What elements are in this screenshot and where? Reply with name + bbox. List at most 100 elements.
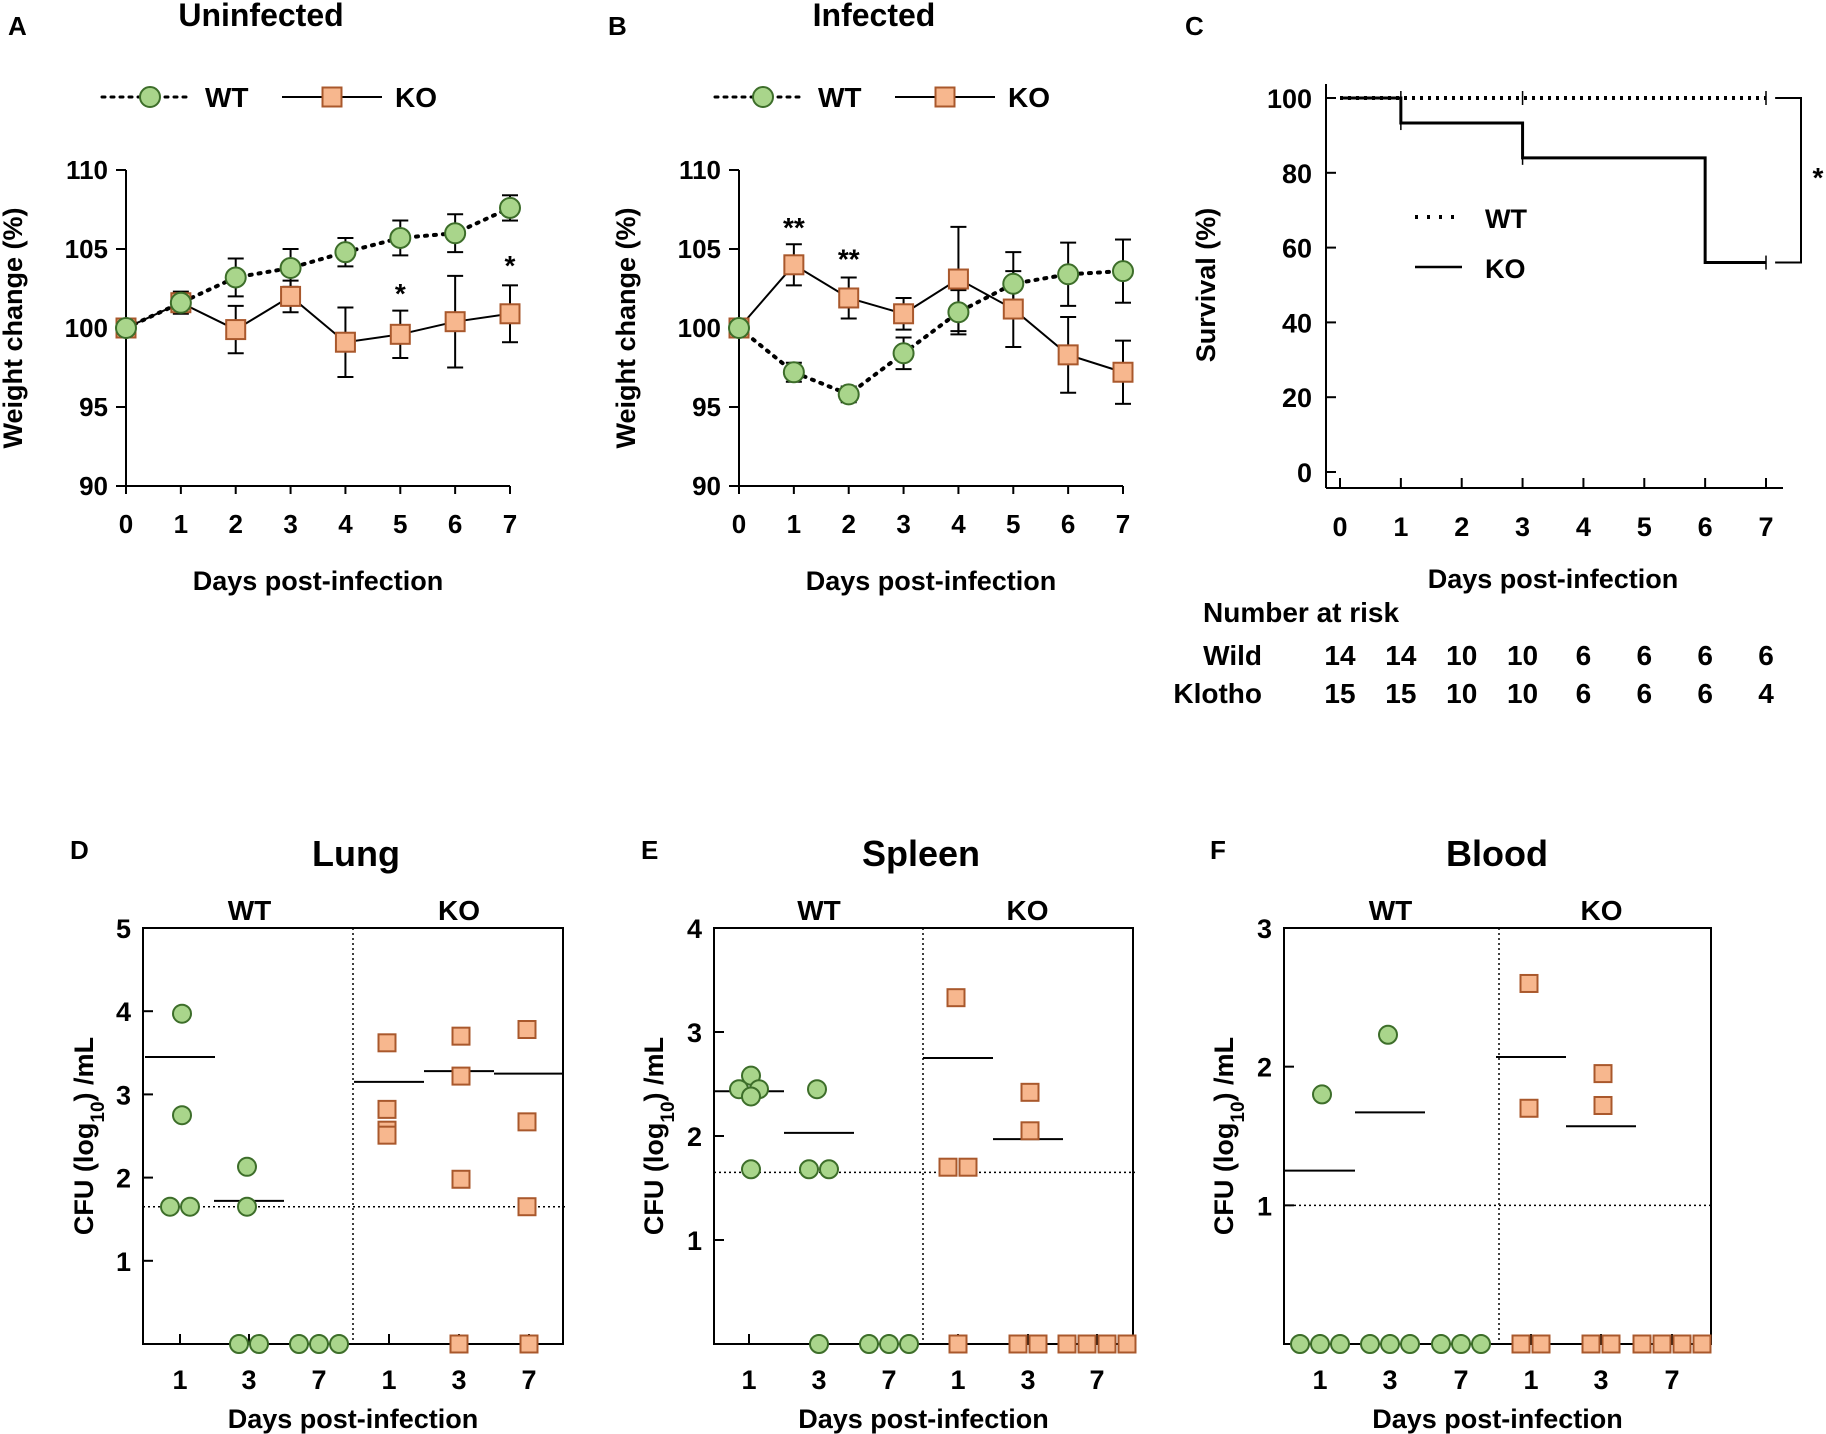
x-tick-label: 3 (283, 509, 297, 539)
x-tick-label: 7 (1758, 512, 1773, 542)
data-point-ko (948, 1334, 968, 1354)
data-point-ko (1519, 973, 1539, 993)
x-tick-label: 7 (311, 1365, 326, 1395)
y-tick-label: 95 (692, 392, 721, 422)
data-point-ko (1028, 1334, 1048, 1354)
y-axis-title: CFU (log10) /mL (1209, 1037, 1249, 1235)
x-tick-label: 3 (1382, 1365, 1397, 1395)
data-point-wt (115, 317, 137, 339)
x-tick-label: 1 (172, 1365, 187, 1395)
x-tick-label: 1 (174, 509, 188, 539)
panel-label-B: B (608, 11, 627, 41)
x-tick-label: 5 (1006, 509, 1020, 539)
data-point-wt (899, 1334, 919, 1354)
panel-title-B: Infected (813, 0, 936, 33)
data-point-ko (519, 1334, 539, 1354)
data-point-ko (1008, 1334, 1028, 1354)
y-tick-label: 90 (692, 471, 721, 501)
risk-value: 10 (1507, 640, 1538, 671)
data-point-wt (782, 361, 805, 384)
data-point-ko (334, 331, 356, 353)
y-tick-label: 2 (687, 1122, 702, 1152)
data-point-ko (1519, 1098, 1539, 1118)
data-point-ko (1672, 1334, 1692, 1354)
data-point-wt (1451, 1334, 1471, 1354)
data-point-ko (444, 311, 466, 333)
data-point-ko (938, 1157, 958, 1177)
data-point-wt (309, 1334, 329, 1354)
x-tick-label: 1 (1523, 1365, 1538, 1395)
legend-ko-label: KO (1008, 82, 1050, 113)
data-point-wt (334, 241, 357, 264)
data-point-ko (517, 1112, 537, 1132)
y-tick-label: 105 (678, 234, 721, 264)
x-tick-label: 3 (1515, 512, 1530, 542)
data-point-ko (1077, 1334, 1097, 1354)
y-tick-label: 100 (65, 313, 108, 343)
y-tick-label: 100 (678, 313, 721, 343)
x-tick-label: 7 (1116, 509, 1130, 539)
y-tick-label: 3 (116, 1080, 131, 1110)
data-point-ko (451, 1026, 471, 1046)
x-tick-label: 1 (1393, 512, 1408, 542)
data-point-ko (958, 1157, 978, 1177)
data-point-ko (838, 287, 860, 309)
data-point-ko (1020, 1082, 1040, 1102)
y-tick-label: 0 (1297, 458, 1312, 488)
risk-value: 10 (1446, 678, 1477, 709)
data-point-ko (225, 319, 247, 341)
x-tick-label: 7 (1453, 1365, 1468, 1395)
x-axis-title: Days post-infection (1372, 1404, 1623, 1434)
data-point-wt (1312, 1084, 1332, 1105)
significance-marker: * (395, 278, 406, 309)
data-point-ko (1531, 1334, 1551, 1354)
data-point-wt (1400, 1334, 1420, 1354)
x-axis-title: Days post-infection (798, 1404, 1049, 1434)
panel-title-F: Blood (1446, 833, 1548, 874)
y-tick-label: 40 (1282, 308, 1312, 338)
plot-frame (142, 927, 564, 1345)
x-tick-label: 5 (1637, 512, 1652, 542)
legend-wt-marker (139, 86, 161, 108)
data-point-wt (1002, 272, 1025, 295)
data-point-ko (377, 1033, 397, 1053)
data-point-wt (1057, 263, 1080, 286)
x-tick-label: 7 (521, 1365, 536, 1395)
data-point-ko (517, 1197, 537, 1217)
x-axis-title: Days post-infection (228, 1404, 479, 1434)
data-point-wt (237, 1156, 257, 1177)
data-point-wt (237, 1196, 257, 1217)
data-point-wt (224, 266, 247, 289)
x-tick-label: 1 (1312, 1365, 1327, 1395)
data-point-wt (1431, 1334, 1451, 1354)
risk-value: 10 (1446, 640, 1477, 671)
data-point-ko (1511, 1334, 1531, 1354)
risk-value: 14 (1385, 640, 1417, 671)
data-point-ko (1632, 1334, 1652, 1354)
x-tick-label: 3 (1020, 1365, 1035, 1395)
data-point-wt (229, 1334, 249, 1354)
data-point-wt (1112, 260, 1134, 283)
legend-wt-label: WT (205, 82, 249, 113)
y-axis-title: CFU (log10) /mL (69, 1037, 109, 1235)
x-tick-label: 6 (448, 509, 462, 539)
x-axis-title: Days post-infection (1428, 564, 1679, 594)
x-tick-label: 2 (228, 509, 242, 539)
legend-wt-marker (752, 86, 774, 108)
data-point-ko (451, 1066, 471, 1086)
x-tick-label: 7 (881, 1365, 896, 1395)
x-tick-label: 3 (241, 1365, 256, 1395)
data-point-wt (160, 1196, 180, 1217)
x-tick-label: 1 (381, 1365, 396, 1395)
risk-value: 6 (1697, 640, 1713, 671)
data-point-wt (741, 1086, 761, 1107)
data-point-ko (280, 285, 302, 307)
panel-label-E: E (641, 835, 658, 865)
y-tick-label: 80 (1282, 159, 1312, 189)
data-point-wt (837, 383, 860, 406)
y-axis-title: Weight change (%) (0, 207, 28, 448)
data-point-ko (1593, 1095, 1613, 1115)
data-point-ko (377, 1125, 397, 1145)
data-point-wt (799, 1159, 819, 1180)
